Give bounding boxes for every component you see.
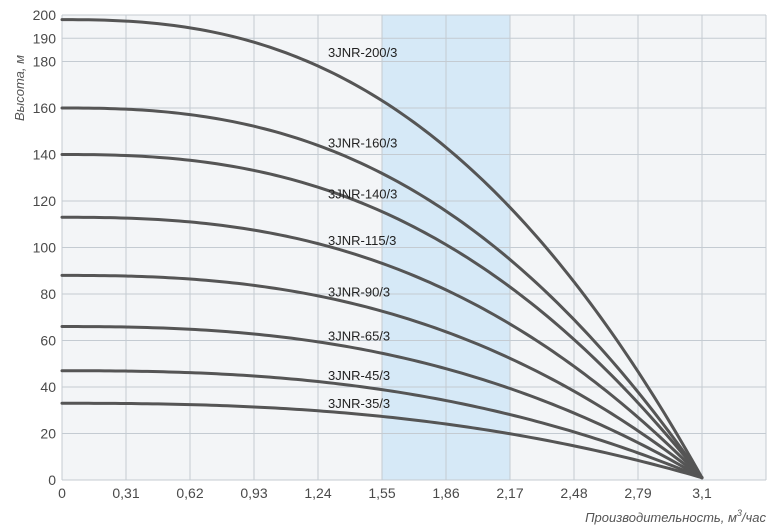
- x-tick-label: 2,17: [496, 485, 523, 501]
- x-tick-label: 0: [58, 485, 66, 501]
- x-axis-title: Производительность, м3/час: [585, 508, 766, 525]
- x-tick-label: 2,48: [560, 485, 587, 501]
- x-tick-label: 3,1: [692, 485, 712, 501]
- curve-6: [60, 369, 704, 480]
- y-tick-label: 120: [33, 193, 57, 209]
- tick-labels: 0 20 40 60 80 100 120 140 160 180 190 200 0 0,31 0,62 0…: [33, 7, 712, 501]
- x-axis-title-sup: 3: [737, 508, 742, 518]
- x-tick-label: 2,79: [624, 485, 651, 501]
- y-tick-label: 180: [33, 54, 57, 70]
- grid: [61, 14, 767, 481]
- y-tick-label: 100: [33, 240, 57, 256]
- curve-label-2: 3JNR-140/3: [328, 187, 397, 202]
- curve-2: [60, 153, 704, 480]
- x-tick-label: 1,55: [368, 485, 395, 501]
- curve-label-3: 3JNR-115/3: [328, 233, 396, 248]
- y-tick-label: 0: [48, 472, 56, 488]
- curve-label-1: 3JNR-160/3: [328, 136, 397, 151]
- curve-7: [60, 401, 704, 480]
- curve-0: [60, 18, 704, 480]
- x-tick-label: 0,31: [112, 485, 139, 501]
- x-tick-label: 1,86: [432, 485, 459, 501]
- y-tick-label: 20: [40, 426, 56, 442]
- y-axis-title: Высота, м: [12, 55, 27, 121]
- curve-4: [60, 273, 704, 480]
- y-tick-label: 200: [33, 7, 57, 23]
- curve-5: [60, 325, 704, 480]
- curve-label-0: 3JNR-200/3: [328, 45, 397, 60]
- curves: [60, 18, 704, 480]
- y-tick-label: 140: [33, 147, 57, 163]
- curve-3: [60, 215, 704, 480]
- x-tick-label: 0,62: [176, 485, 203, 501]
- curve-label-7: 3JNR-35/3: [328, 396, 390, 411]
- curve-labels: 3JNR-200/3 3JNR-160/3 3JNR-140/3 3JNR-115/3…: [328, 45, 397, 411]
- curve-label-4: 3JNR-90/3: [328, 284, 390, 299]
- x-axis-title-unit: /час: [741, 510, 767, 525]
- x-tick-label: 0,93: [240, 485, 267, 501]
- y-tick-label: 60: [40, 333, 56, 349]
- x-tick-label: 1,24: [304, 485, 331, 501]
- y-tick-label: 160: [33, 100, 57, 116]
- y-tick-label: 80: [40, 286, 56, 302]
- curve-1: [60, 106, 704, 480]
- y-tick-label: 190: [33, 30, 57, 46]
- curve-label-5: 3JNR-65/3: [328, 329, 390, 344]
- curve-label-6: 3JNR-45/3: [328, 368, 390, 383]
- x-axis-title-main: Производительность, м: [585, 510, 737, 525]
- y-tick-label: 40: [40, 379, 56, 395]
